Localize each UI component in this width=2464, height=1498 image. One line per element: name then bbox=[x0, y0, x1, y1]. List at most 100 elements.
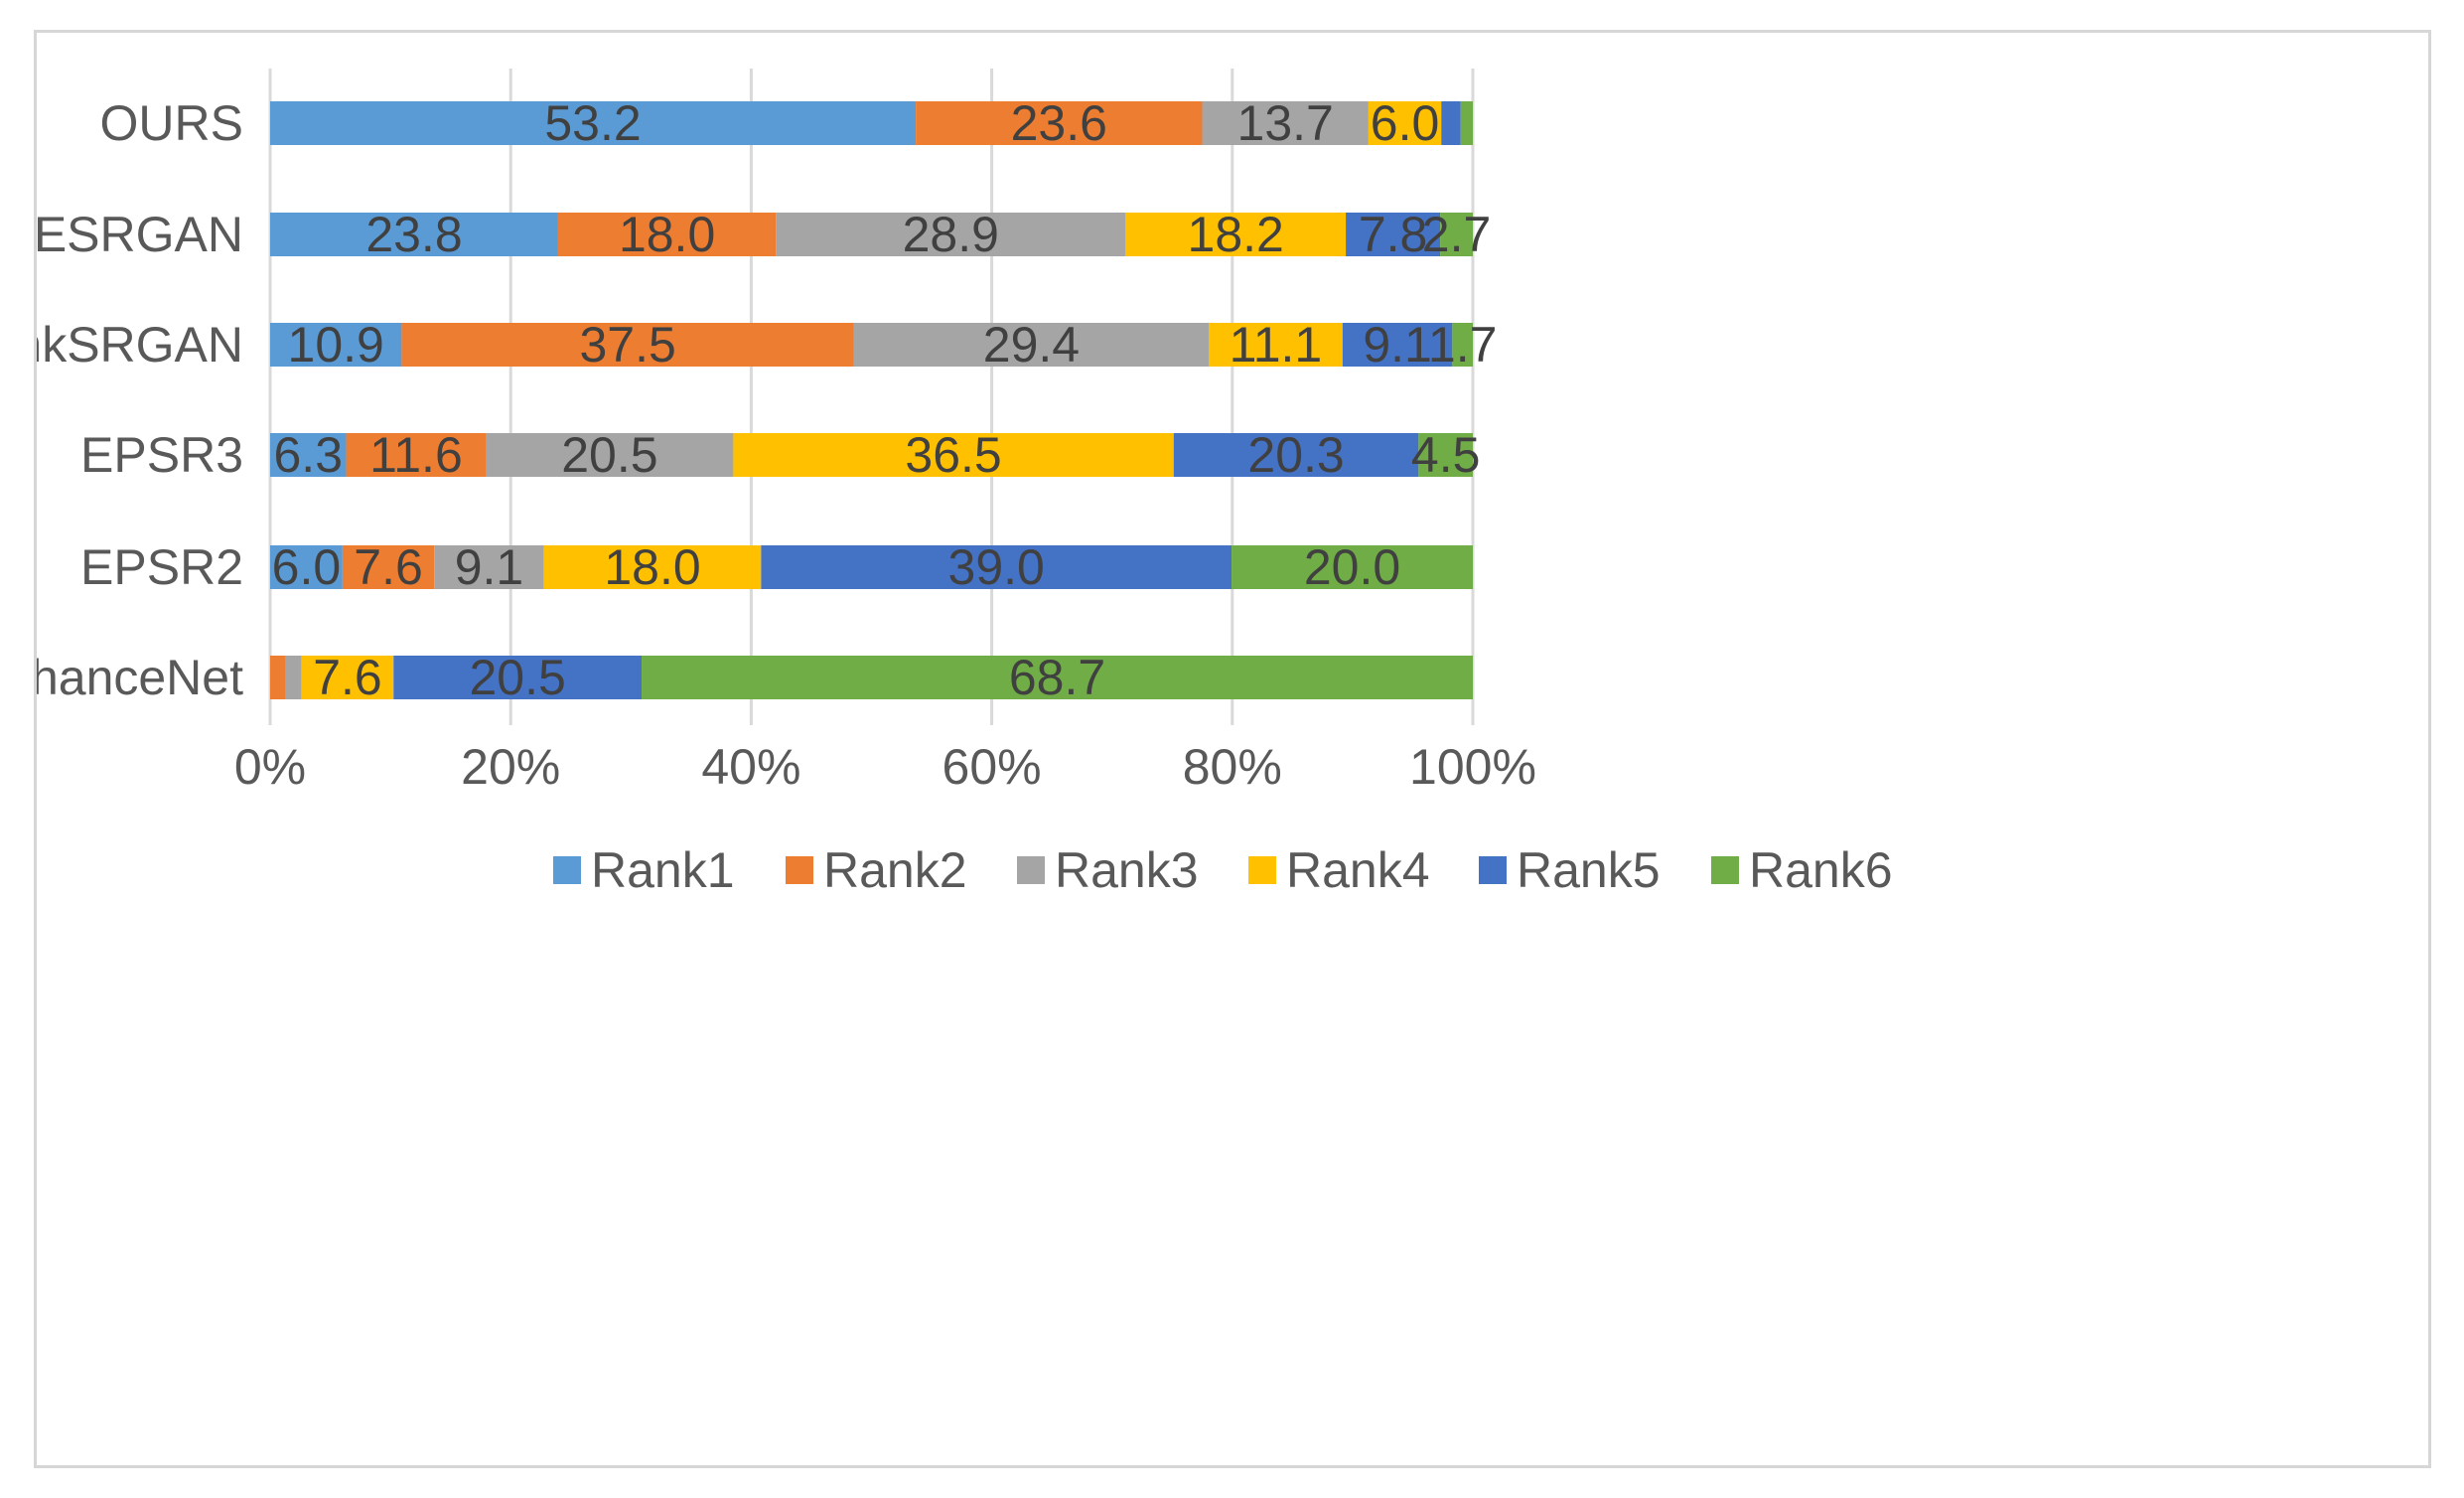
bar-segment-rank4[interactable] bbox=[733, 433, 1174, 477]
x-tick-label: 0% bbox=[234, 739, 306, 795]
bar-segment-rank6[interactable] bbox=[1452, 323, 1473, 367]
x-tick-label: 20% bbox=[461, 739, 560, 795]
legend-swatch bbox=[786, 856, 813, 884]
legend-swatch bbox=[1479, 856, 1507, 884]
bar-segment-rank6[interactable] bbox=[1418, 433, 1473, 477]
data-label: 7.6 bbox=[354, 539, 423, 595]
stacked-bar-chart: 53.2 23.6 13.7 6.0 23.8 18.0 28.9 18.2 7.82.7 10.… bbox=[37, 69, 1893, 898]
data-label: 20.0 bbox=[1304, 539, 1400, 595]
bar-segment-rank2[interactable] bbox=[342, 545, 435, 589]
x-tick-label: 100% bbox=[1409, 739, 1536, 795]
data-label: 7.6 bbox=[313, 650, 382, 705]
data-label: 37.5 bbox=[579, 317, 675, 373]
x-tick-label: 40% bbox=[701, 739, 800, 795]
legend-item-rank1[interactable]: Rank1 bbox=[553, 842, 735, 898]
data-label: 23.8 bbox=[365, 207, 462, 262]
data-label: 13.7 bbox=[1237, 95, 1334, 151]
x-tick-label: 80% bbox=[1183, 739, 1282, 795]
bar-segment-rank1[interactable] bbox=[270, 323, 402, 367]
bar-segment-rank4[interactable] bbox=[543, 545, 762, 589]
legend-label: Rank6 bbox=[1749, 842, 1893, 898]
bar-segment-rank3[interactable] bbox=[853, 323, 1209, 367]
data-label: 9.1 bbox=[1363, 317, 1432, 373]
legend-label: Rank4 bbox=[1286, 842, 1430, 898]
bar-segment-rank1[interactable] bbox=[270, 545, 343, 589]
data-label: 4.5 bbox=[1411, 427, 1481, 483]
data-label: 11.6 bbox=[369, 427, 463, 483]
bar-segment-rank2[interactable] bbox=[916, 101, 1203, 145]
data-label: 20.5 bbox=[469, 650, 565, 705]
data-label: 18.0 bbox=[604, 539, 700, 595]
bar-segment-rank5[interactable] bbox=[761, 545, 1232, 589]
bar-segment-rank3[interactable] bbox=[285, 656, 302, 699]
bar-segment-rank5[interactable] bbox=[1342, 323, 1453, 367]
bar-segment-rank3[interactable] bbox=[434, 545, 544, 589]
bar-segment-rank2[interactable] bbox=[346, 433, 487, 477]
bar-segment-rank6[interactable] bbox=[642, 656, 1473, 699]
category-label: OURS bbox=[100, 95, 243, 151]
data-label: 68.7 bbox=[1009, 650, 1105, 705]
bar-segment-rank3[interactable] bbox=[486, 433, 734, 477]
legend-swatch bbox=[1248, 856, 1276, 884]
data-label: 6.0 bbox=[1371, 95, 1440, 151]
legend-item-rank5[interactable]: Rank5 bbox=[1479, 842, 1661, 898]
data-label: 7.8 bbox=[1359, 207, 1428, 262]
data-label: 2.7 bbox=[1422, 207, 1492, 262]
value-axis-ticks: 0% 20% 40% 60% 80% 100% bbox=[234, 739, 1536, 795]
bar-segment-rank2[interactable] bbox=[401, 323, 854, 367]
bar-segment-rank1[interactable] bbox=[270, 213, 558, 256]
legend-label: Rank5 bbox=[1517, 842, 1661, 898]
bar-segment-rank4[interactable] bbox=[301, 656, 394, 699]
gridlines bbox=[268, 69, 1475, 725]
legend-label: Rank2 bbox=[823, 842, 967, 898]
bar-segment-rank2[interactable] bbox=[557, 213, 777, 256]
data-label: 53.2 bbox=[544, 95, 641, 151]
legend-item-rank4[interactable]: Rank4 bbox=[1248, 842, 1430, 898]
bar-segment-rank5[interactable] bbox=[1441, 101, 1461, 145]
chart-frame: 53.2 23.6 13.7 6.0 23.8 18.0 28.9 18.2 7.8 2.7 10.… bbox=[34, 30, 2431, 1468]
data-label: 11.1 bbox=[1230, 317, 1323, 373]
bar-segment-rank5[interactable] bbox=[1346, 213, 1441, 256]
data-label: 1.7 bbox=[1428, 317, 1498, 373]
bar-segment-rank4[interactable] bbox=[1125, 213, 1347, 256]
data-label: 6.0 bbox=[272, 539, 342, 595]
bar-segment-rank3[interactable] bbox=[1202, 101, 1369, 145]
bar-segment-rank3[interactable] bbox=[776, 213, 1126, 256]
category-label: EPSR2 bbox=[80, 539, 243, 595]
legend-swatch bbox=[1711, 856, 1739, 884]
legend[interactable]: Rank1 Rank2 Rank3 Rank4 Rank5 Rank6 bbox=[553, 842, 1893, 898]
data-label: 29.4 bbox=[983, 317, 1080, 373]
data-label: 39.0 bbox=[948, 539, 1045, 595]
legend-item-rank2[interactable]: Rank2 bbox=[786, 842, 967, 898]
legend-item-rank3[interactable]: Rank3 bbox=[1017, 842, 1199, 898]
legend-item-rank6[interactable]: Rank6 bbox=[1711, 842, 1893, 898]
legend-swatch bbox=[1017, 856, 1045, 884]
legend-swatch bbox=[553, 856, 581, 884]
bar-segment-rank5[interactable] bbox=[393, 656, 643, 699]
data-label: 6.3 bbox=[274, 427, 344, 483]
data-label: 10.9 bbox=[288, 317, 384, 373]
bar-segment-rank6[interactable] bbox=[1232, 545, 1473, 589]
bar-segment-rank4[interactable] bbox=[1368, 101, 1442, 145]
bar-segment-rank6[interactable] bbox=[1440, 213, 1473, 256]
data-label: 9.1 bbox=[455, 539, 524, 595]
x-tick-label: 60% bbox=[942, 739, 1042, 795]
legend-label: Rank3 bbox=[1055, 842, 1199, 898]
bar-segment-rank1[interactable] bbox=[270, 101, 917, 145]
category-label: RankSRGAN bbox=[37, 317, 243, 373]
bar-segment-rank2[interactable] bbox=[270, 656, 286, 699]
bar-segment-rank1[interactable] bbox=[270, 433, 347, 477]
bar-segment-rank6[interactable] bbox=[1460, 101, 1473, 145]
data-label: 20.3 bbox=[1247, 427, 1344, 483]
data-label: 23.6 bbox=[1011, 95, 1107, 151]
data-label: 36.5 bbox=[905, 427, 1001, 483]
category-label: ESRGAN bbox=[37, 207, 243, 262]
legend-label: Rank1 bbox=[591, 842, 735, 898]
category-label: EnhanceNet bbox=[37, 650, 243, 705]
data-label: 18.0 bbox=[619, 207, 715, 262]
category-axis-labels: OURS ESRGAN RankSRGAN EPSR3 EPSR2 EnhanceNet bbox=[37, 95, 243, 705]
bar-segment-rank4[interactable] bbox=[1208, 323, 1343, 367]
data-label: 20.5 bbox=[561, 427, 657, 483]
data-label: 28.9 bbox=[903, 207, 999, 262]
bar-segment-rank5[interactable] bbox=[1173, 433, 1419, 477]
